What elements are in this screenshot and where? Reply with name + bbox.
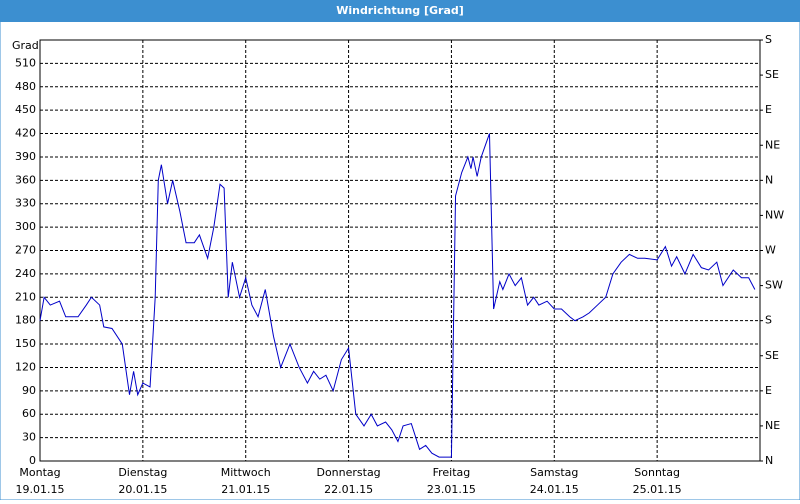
y-tick-label: 270 [15, 244, 36, 257]
x-tick-label: Montag [19, 466, 60, 479]
y-tick-label: 210 [15, 290, 36, 303]
x-tick-date: 20.01.15 [118, 483, 167, 496]
x-tick-date: 21.01.15 [221, 483, 270, 496]
x-tick-label: Dienstag [118, 466, 167, 479]
y2-tick-label: SE [765, 68, 779, 81]
y-tick-label: 90 [22, 384, 36, 397]
x-tick-date: 23.01.15 [427, 483, 476, 496]
x-tick-label: Freitag [433, 466, 471, 479]
y-tick-label: 30 [22, 431, 36, 444]
y-tick-label: 330 [15, 197, 36, 210]
x-tick-label: Donnerstag [316, 466, 380, 479]
x-tick-label: Mittwoch [221, 466, 271, 479]
y2-tick-label: E [765, 384, 772, 397]
y2-tick-label: E [765, 103, 772, 116]
y-tick-label: 360 [15, 173, 36, 186]
x-tick-date: 22.01.15 [324, 483, 373, 496]
y2-tick-label: S [765, 33, 772, 46]
y2-tick-label: N [765, 454, 773, 467]
y2-tick-label: N [765, 173, 773, 186]
y-tick-label: 450 [15, 103, 36, 116]
y2-tick-label: W [765, 244, 776, 257]
y-tick-label: 510 [15, 56, 36, 69]
chart-title: Windrichtung [Grad] [336, 4, 464, 17]
y-tick-label: 150 [15, 337, 36, 350]
y-tick-label: 300 [15, 220, 36, 233]
y-axis-label: Grad [12, 39, 39, 52]
y2-tick-label: S [765, 314, 772, 327]
y2-tick-label: SW [765, 279, 783, 292]
y2-tick-label: NE [765, 138, 780, 151]
x-tick-date: 24.01.15 [530, 483, 579, 496]
y-tick-label: 420 [15, 127, 36, 140]
y2-tick-label: NE [765, 419, 780, 432]
y2-tick-label: SE [765, 349, 779, 362]
data-line [39, 133, 756, 458]
x-tick-label: Samstag [530, 466, 578, 479]
y-tick-label: 0 [29, 454, 36, 467]
y-tick-label: 120 [15, 360, 36, 373]
x-tick-date: 19.01.15 [16, 483, 65, 496]
title-bar [0, 0, 800, 22]
y-tick-label: 240 [15, 267, 36, 280]
y-tick-label: 390 [15, 150, 36, 163]
y-tick-label: 60 [22, 407, 36, 420]
x-tick-date: 25.01.15 [633, 483, 682, 496]
y2-tick-label: NW [765, 208, 784, 221]
y-tick-label: 480 [15, 80, 36, 93]
x-tick-label: Sonntag [634, 466, 680, 479]
y-tick-label: 180 [15, 314, 36, 327]
